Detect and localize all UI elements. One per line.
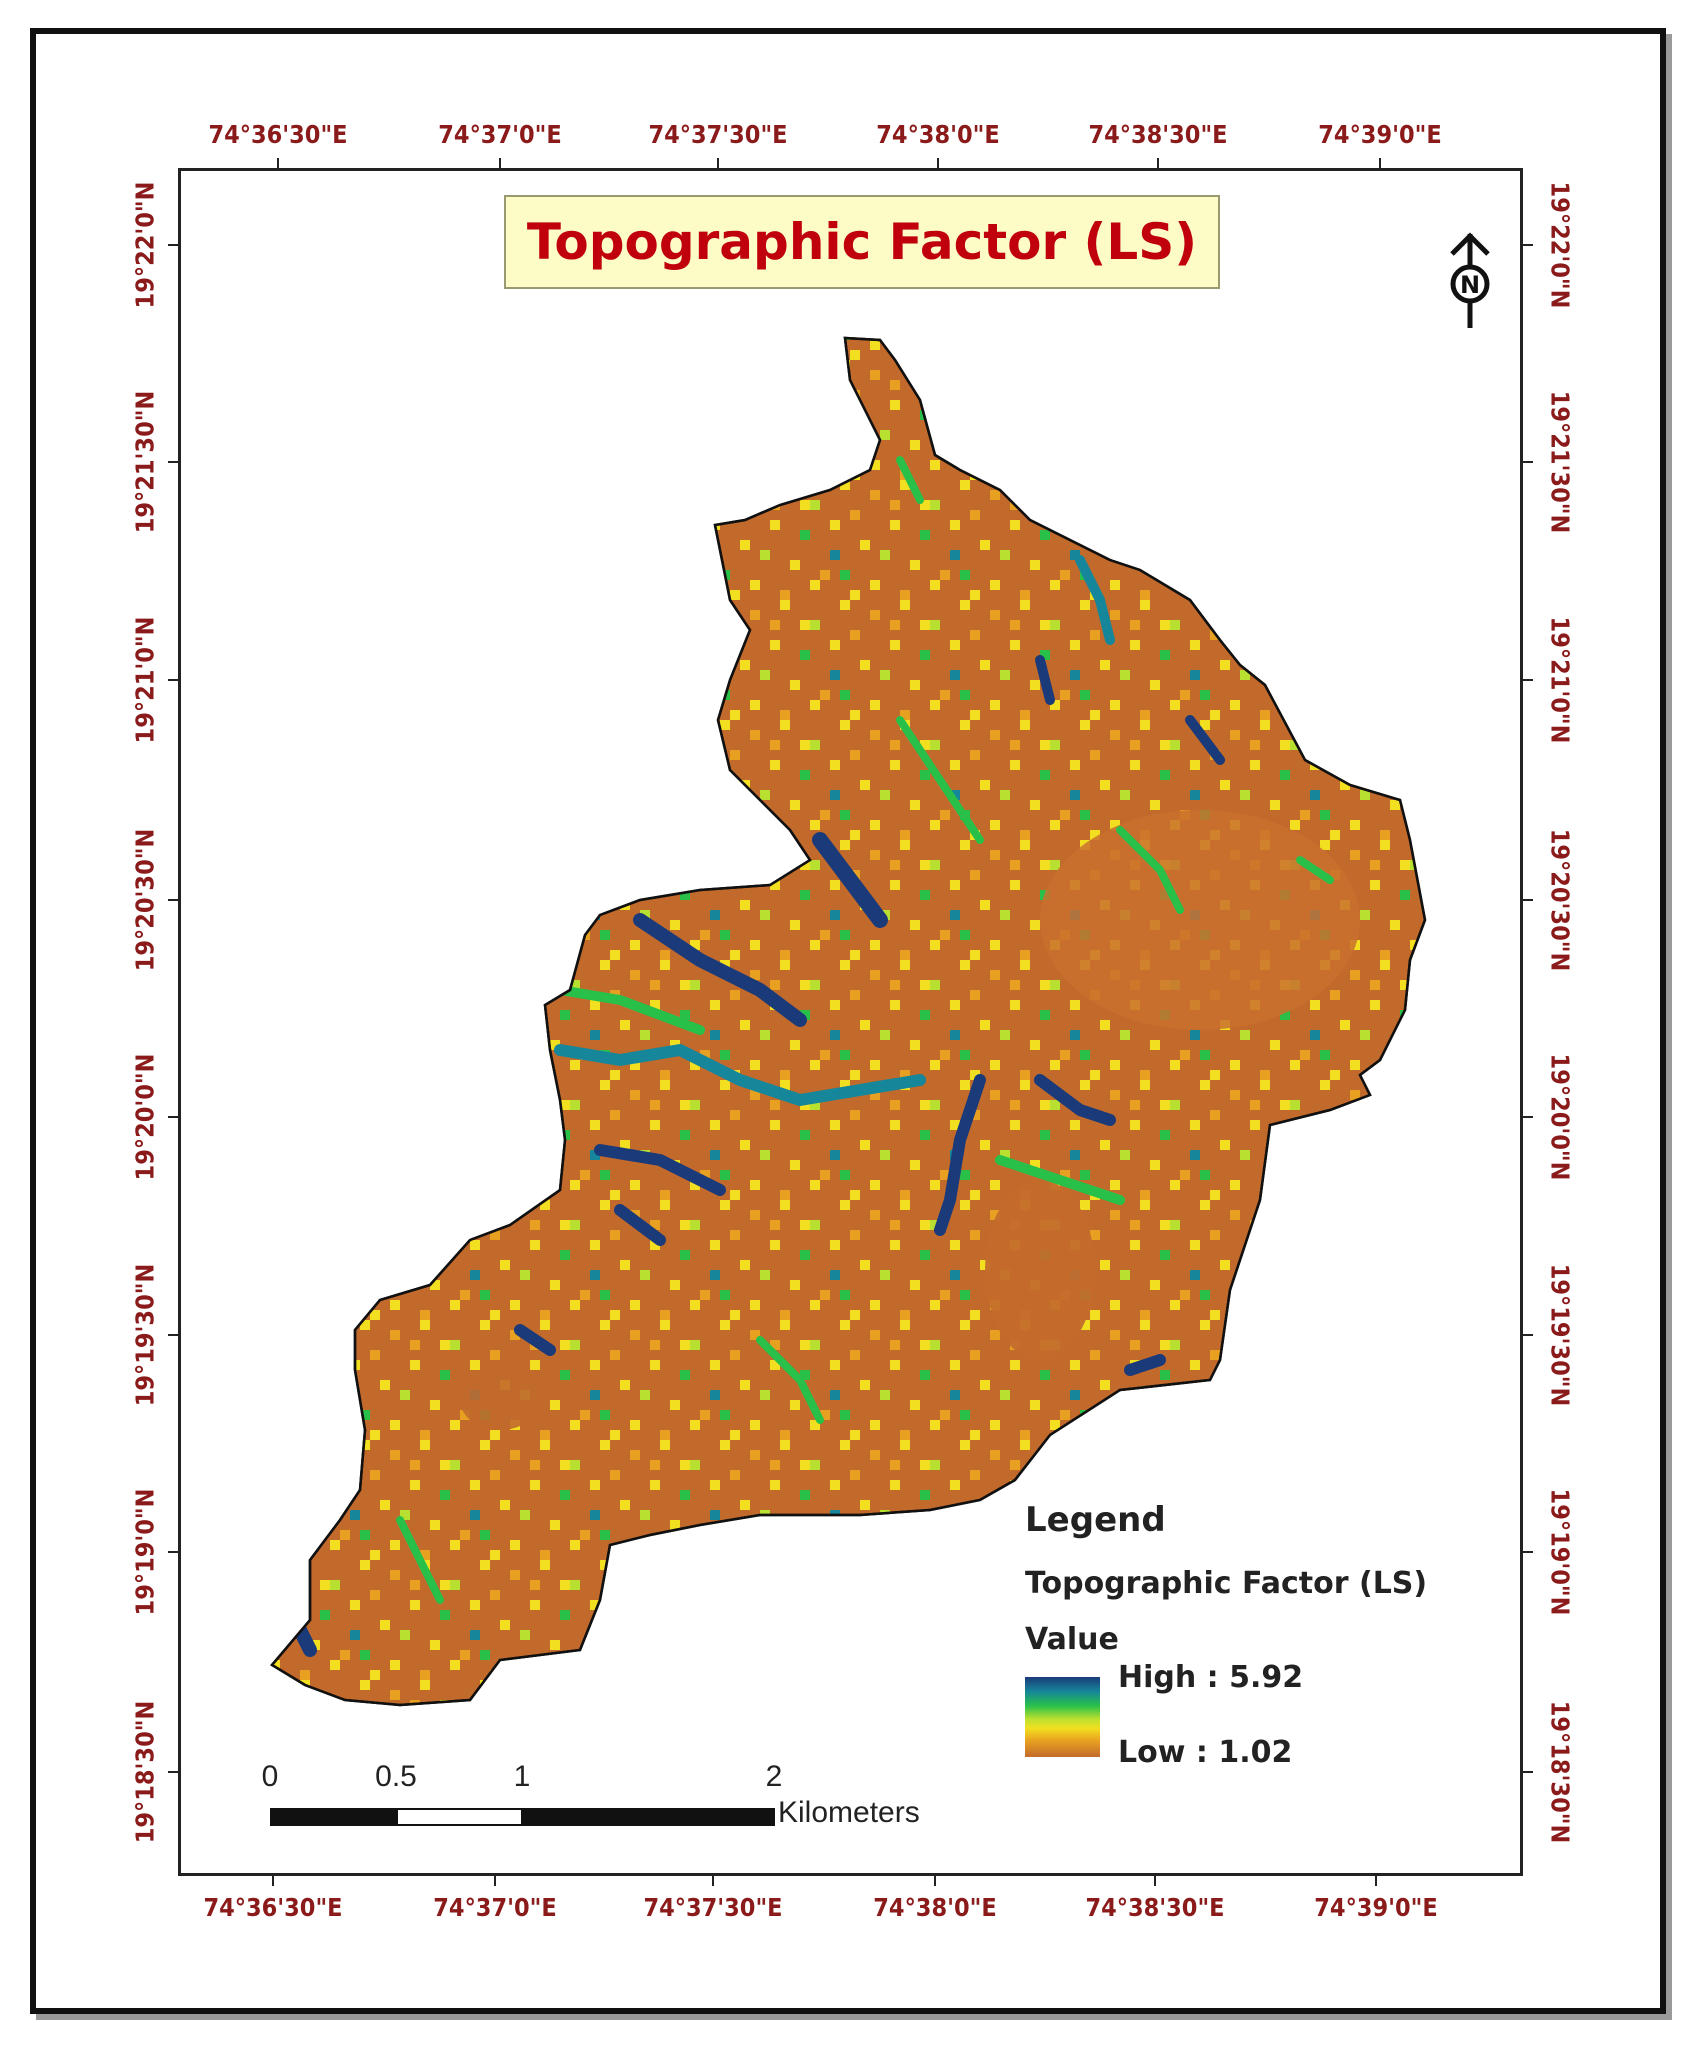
scale-label-2: 2 [765, 1760, 783, 1793]
lon-label-top-5: 74°38'30"E [1088, 120, 1228, 149]
scale-segment-2 [396, 1808, 523, 1826]
legend-heading: Legend [1025, 1500, 1166, 1540]
scale-bar: 0 0.5 1 2 Kilometers [262, 1760, 968, 1830]
lon-label-top-3: 74°37'30"E [648, 120, 788, 149]
scale-label-0: 0 [261, 1760, 279, 1793]
legend-field: Value [1025, 1622, 1119, 1657]
lon-label-bottom-3: 74°37'30"E [643, 1893, 783, 1922]
lon-label-bottom-1: 74°36'30"E [203, 1893, 343, 1922]
scale-unit: Kilometers [778, 1796, 920, 1829]
scale-segment-1 [270, 1808, 397, 1826]
map-title-box: Topographic Factor (LS) [504, 195, 1220, 289]
lon-label-bottom-6: 74°39'0"E [1314, 1893, 1438, 1922]
scale-segment-3 [522, 1808, 775, 1826]
legend-color-ramp [1025, 1677, 1100, 1757]
lon-label-top-1: 74°36'30"E [208, 120, 348, 149]
frame-ticks [168, 158, 1533, 1886]
lon-label-top-6: 74°39'0"E [1318, 120, 1442, 149]
lon-label-bottom-5: 74°38'30"E [1085, 1893, 1225, 1922]
scale-label-0-5: 0.5 [375, 1760, 417, 1793]
scale-label-1: 1 [513, 1760, 531, 1793]
north-arrow-label: N [1460, 271, 1480, 299]
legend-layer-name: Topographic Factor (LS) [1025, 1566, 1428, 1601]
lon-label-top-2: 74°37'0"E [438, 120, 562, 149]
lon-label-top-4: 74°38'0"E [876, 120, 1000, 149]
legend: Legend Topographic Factor (LS) Value Hig… [1025, 1500, 1445, 1790]
lon-label-bottom-2: 74°37'0"E [433, 1893, 557, 1922]
watershed-boundary [270, 336, 1427, 1707]
legend-low-label: Low : 1.02 [1118, 1735, 1293, 1770]
map-title: Topographic Factor (LS) [526, 213, 1198, 271]
north-arrow-icon: N [1440, 232, 1500, 332]
legend-high-label: High : 5.92 [1118, 1660, 1304, 1695]
lon-label-bottom-4: 74°38'0"E [873, 1893, 997, 1922]
